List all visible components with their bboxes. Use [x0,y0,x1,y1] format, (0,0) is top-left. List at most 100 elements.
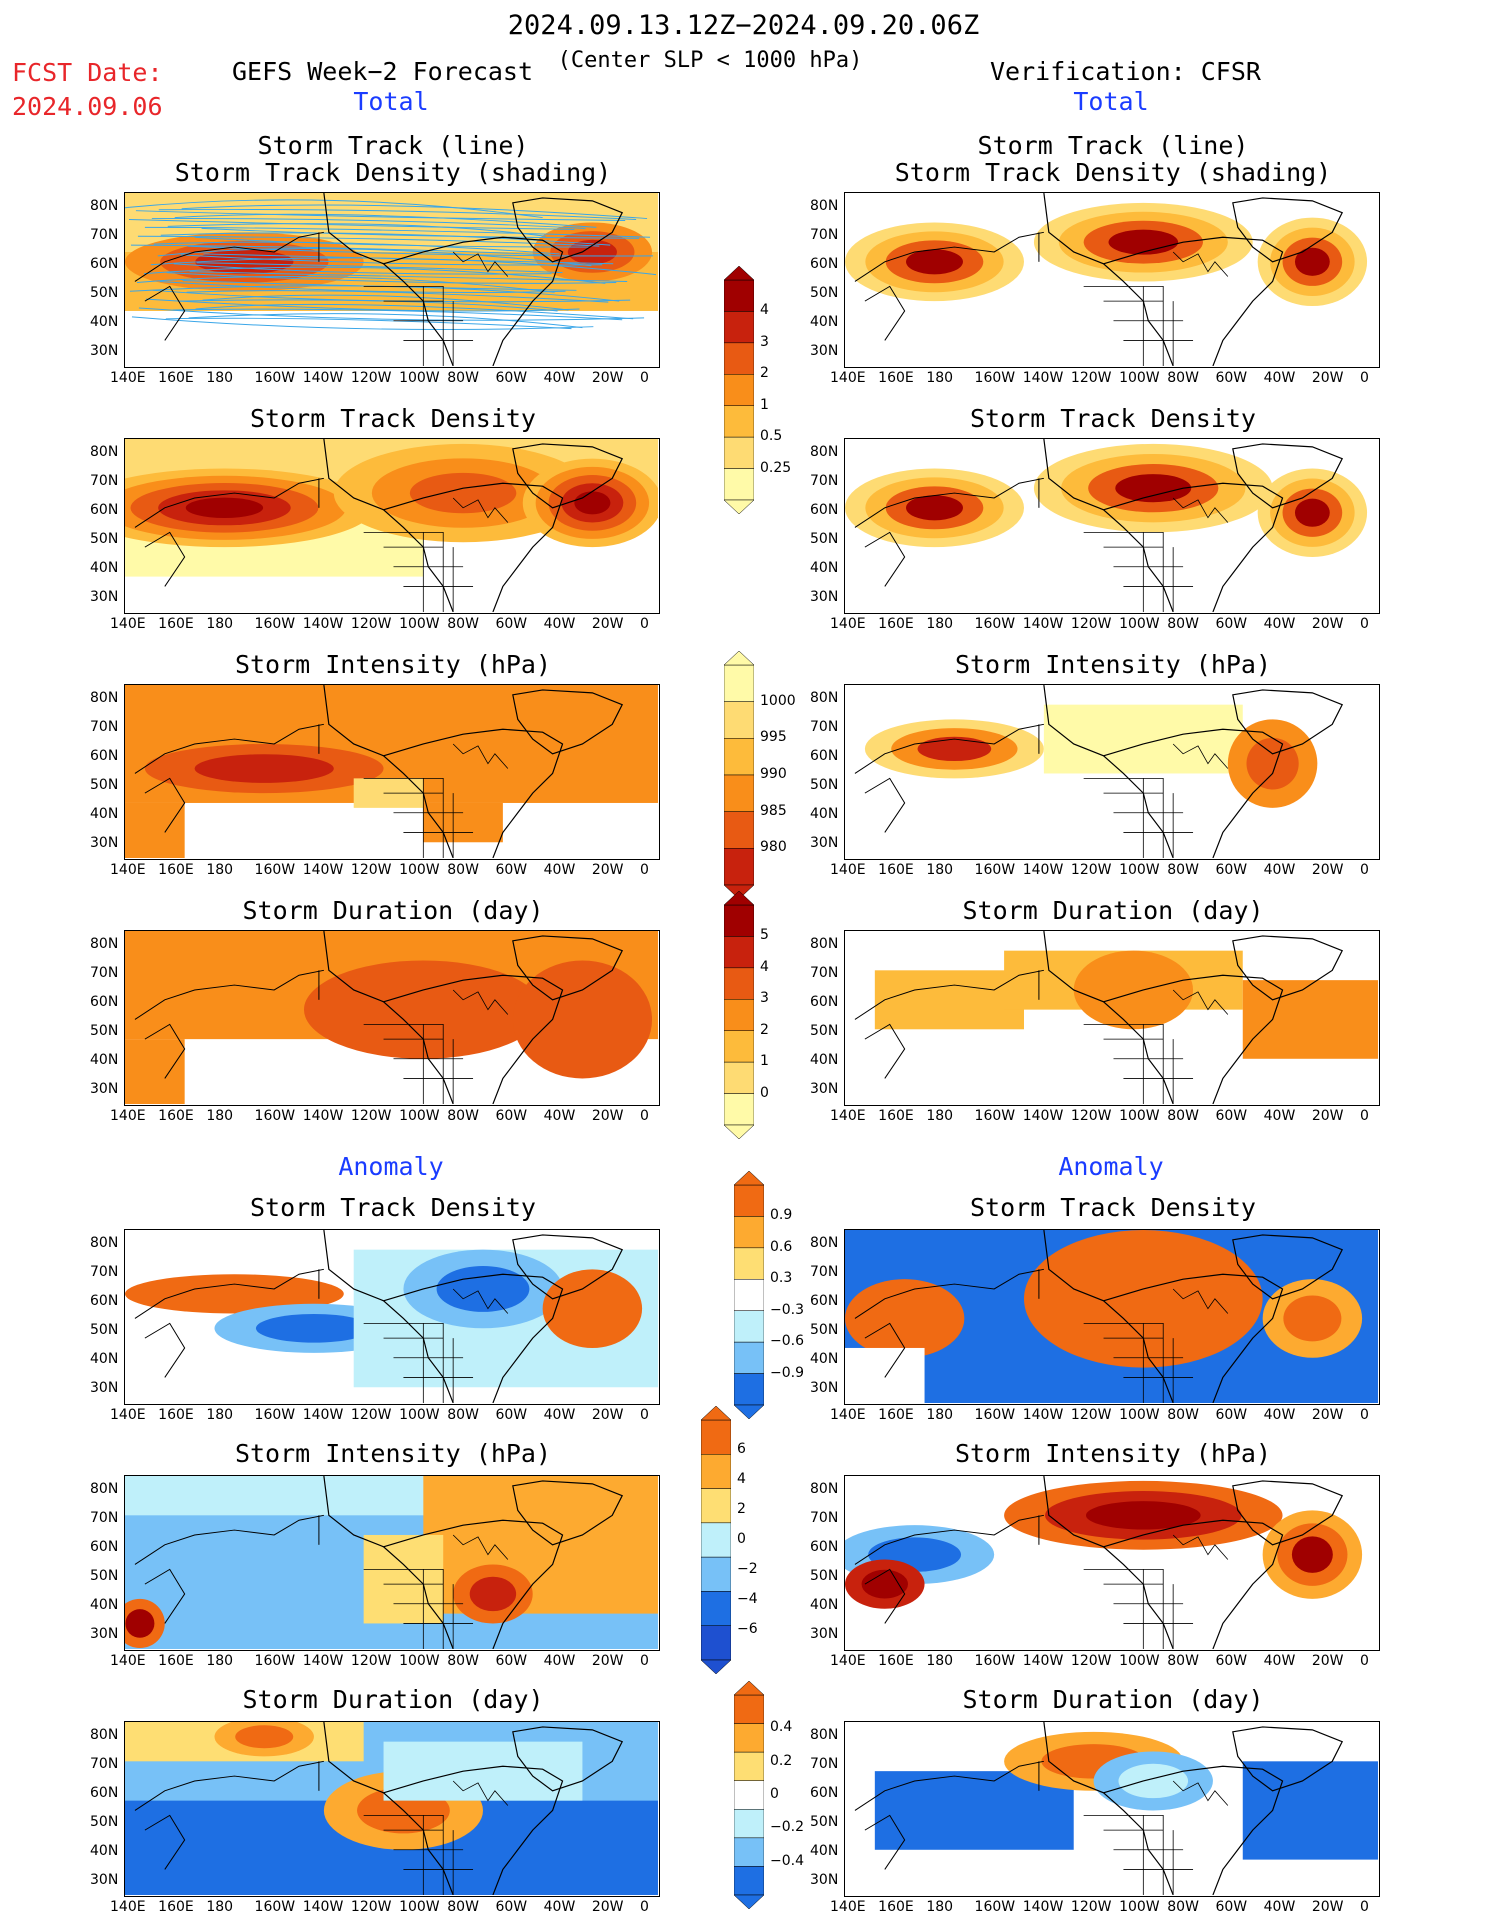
lon-tick-label: 80W [1167,616,1199,632]
lat-tick-label: 50N [90,1568,119,1584]
lat-tick-label: 60N [810,1293,839,1309]
lon-tick-label: 160E [878,616,914,632]
left-track-title-1: Storm Track (line) [257,131,529,160]
left-density-title: Storm Track Density [250,404,536,433]
lon-tick-label: 0 [640,1108,649,1124]
lon-tick-label: 80W [447,1899,479,1915]
intensity-anom-colorbar-label: −2 [737,1561,758,1577]
lon-tick-label: 100W [399,1653,440,1669]
forecast-anom-intensity-map [124,1475,660,1651]
lon-tick-label: 80W [447,370,479,386]
lon-tick-label: 160E [878,370,914,386]
density-total-colorbar-label: 1 [760,396,769,413]
lon-tick-label: 140E [110,616,146,632]
lon-tick-label: 140W [1022,1407,1064,1423]
lat-tick-label: 50N [810,1023,839,1039]
density-anom-colorbar-label: 0.6 [770,1238,793,1255]
lon-tick-label: 100W [1119,616,1160,632]
left-anom-density-title: Storm Track Density [250,1193,536,1222]
right-total-label: Total [1073,87,1149,116]
lon-tick-label: 20W [591,616,624,632]
lat-tick-label: 60N [90,1785,119,1801]
lat-tick-label: 70N [90,965,119,981]
lon-tick-label: 140E [830,616,866,632]
lon-tick-label: 40W [1263,1108,1296,1124]
density-total-colorbar-label: 3 [760,333,769,350]
lat-tick-label: 50N [810,531,839,547]
lat-tick-label: 30N [810,589,839,605]
lon-tick-label: 20W [1311,1653,1344,1669]
lon-tick-label: 160E [158,370,194,386]
duration-total-colorbar-label: 2 [760,1021,769,1038]
lon-tick-label: 40W [1263,616,1296,632]
lat-tick-label: 70N [810,473,839,489]
lat-tick-label: 40N [90,1597,119,1613]
lat-tick-label: 30N [810,343,839,359]
density-total-colorbar [724,266,754,514]
density-anom-colorbar-label: −0.6 [770,1333,804,1350]
lon-tick-label: 160W [254,1407,296,1423]
duration-total-colorbar-label: 5 [760,927,769,944]
lon-tick-label: 60W [495,1407,528,1423]
lon-tick-label: 120W [1070,1653,1112,1669]
lat-tick-label: 70N [90,1510,119,1526]
lon-tick-label: 120W [350,370,392,386]
lon-tick-label: 160W [974,370,1016,386]
lat-tick-label: 50N [90,285,119,301]
verification-anom-duration-map [844,1721,1380,1897]
lon-tick-label: 0 [1360,1407,1369,1423]
lon-tick-label: 20W [591,862,624,878]
lon-tick-label: 180 [926,1899,954,1915]
lon-tick-label: 80W [1167,1108,1199,1124]
lon-tick-label: 100W [1119,1407,1160,1423]
lon-tick-label: 60W [495,616,528,632]
lon-tick-label: 60W [1215,1108,1248,1124]
lat-tick-label: 40N [810,1843,839,1859]
lon-tick-label: 140E [830,1108,866,1124]
lat-tick-label: 50N [810,1322,839,1338]
lon-tick-label: 140E [110,1653,146,1669]
lon-tick-label: 0 [640,616,649,632]
lon-tick-label: 140W [1022,862,1064,878]
lon-tick-label: 140W [1022,370,1064,386]
duration-total-colorbar-label: 4 [760,958,769,975]
density-total-colorbar-label: 0.25 [760,459,792,476]
right-anom-duration-title: Storm Duration (day) [962,1685,1264,1714]
density-total-colorbar-label: 0.5 [760,428,783,445]
lon-tick-label: 60W [495,1108,528,1124]
lon-tick-label: 140E [110,1899,146,1915]
lon-tick-label: 160E [158,1653,194,1669]
verification-anom-density-map [844,1229,1380,1405]
lat-tick-label: 40N [90,1843,119,1859]
lon-tick-label: 120W [1070,370,1112,386]
lon-tick-label: 20W [591,1407,624,1423]
lat-tick-label: 60N [810,1539,839,1555]
lat-tick-label: 60N [90,994,119,1010]
lon-tick-label: 0 [1360,862,1369,878]
lon-tick-label: 100W [399,616,440,632]
lon-tick-label: 140E [110,1108,146,1124]
lon-tick-label: 140E [830,1653,866,1669]
lat-tick-label: 50N [90,531,119,547]
lon-tick-label: 140W [1022,1653,1064,1669]
verification-track-map [844,192,1380,368]
lat-tick-label: 30N [90,1872,119,1888]
lon-tick-label: 120W [1070,1108,1112,1124]
lon-tick-label: 100W [1119,1899,1160,1915]
lat-tick-label: 60N [810,994,839,1010]
lon-tick-label: 160E [878,862,914,878]
lat-tick-label: 50N [810,285,839,301]
verification-anom-intensity-map [844,1475,1380,1651]
lon-tick-label: 40W [1263,1653,1296,1669]
lon-tick-label: 80W [447,1407,479,1423]
density-total-colorbar-label: 2 [760,365,769,382]
lon-tick-label: 160W [974,1653,1016,1669]
left-total-label: Total [353,87,429,116]
lon-tick-label: 60W [495,1899,528,1915]
fcst-date-value: 2024.09.06 [12,92,163,121]
lon-tick-label: 0 [1360,370,1369,386]
lon-tick-label: 0 [640,1653,649,1669]
lon-tick-label: 60W [1215,370,1248,386]
lon-tick-label: 80W [1167,370,1199,386]
duration-anom-colorbar-label: 0.2 [770,1752,793,1769]
